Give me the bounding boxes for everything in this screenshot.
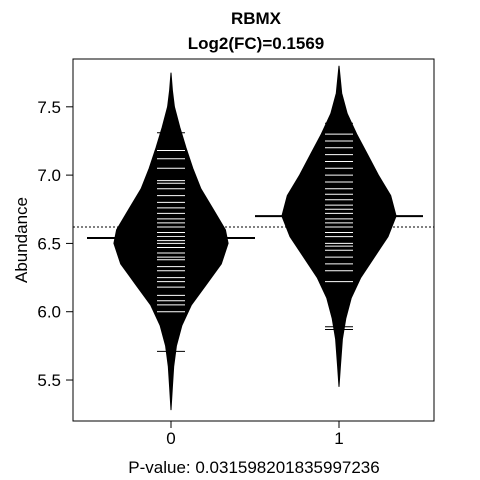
x-axis-label: P-value: 0.031598201835997236 xyxy=(128,458,379,477)
x-tick-label: 0 xyxy=(166,429,175,448)
bean-1 xyxy=(281,65,397,387)
y-tick-label: 6.0 xyxy=(37,303,61,322)
chart-title: RBMX xyxy=(231,9,282,28)
y-axis: 5.5 6.0 6.5 7.0 7.5 xyxy=(37,98,73,390)
chart-subtitle: Log2(FC)=0.1569 xyxy=(188,34,325,53)
y-tick-label: 7.5 xyxy=(37,98,61,117)
plot-frame xyxy=(72,58,435,422)
bean-0 xyxy=(113,72,229,411)
x-tick-label: 1 xyxy=(334,429,343,448)
y-tick-label: 6.5 xyxy=(37,234,61,253)
y-tick-label: 7.0 xyxy=(37,166,61,185)
beans-layer xyxy=(73,65,434,411)
y-tick-label: 5.5 xyxy=(37,371,61,390)
y-axis-label: Abundance xyxy=(12,197,31,283)
